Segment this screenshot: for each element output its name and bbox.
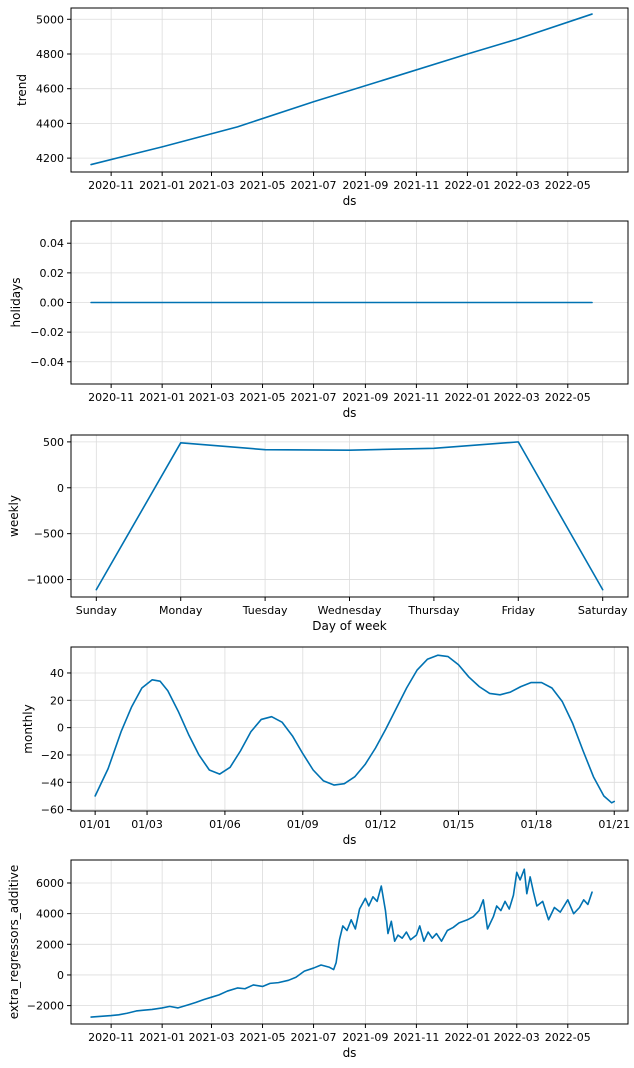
holidays-ytick-label: 0.02 bbox=[40, 267, 65, 280]
weekly-yaxis-title: weekly bbox=[7, 495, 21, 537]
weekly-xaxis-title: Day of week bbox=[312, 619, 386, 633]
monthly-ytick-label: −60 bbox=[41, 804, 64, 817]
trend-xtick-label: 2021-01 bbox=[139, 179, 185, 192]
trend-ytick-label: 4400 bbox=[36, 117, 64, 130]
holidays-xtick-label: 2022-03 bbox=[494, 391, 540, 404]
holidays-xtick-label: 2021-11 bbox=[393, 391, 439, 404]
weekly-ytick-label: −500 bbox=[34, 528, 64, 541]
holidays-ytick-label: −0.02 bbox=[30, 326, 64, 339]
holidays-ytick-label: −0.04 bbox=[30, 356, 64, 369]
monthly-xtick-label: 01/03 bbox=[131, 818, 163, 831]
weekly-xtick-label: Tuesday bbox=[242, 604, 288, 617]
panel-extra-regressors: 2020-11 2021-01 2021-03 2021-05 2021-07 2021-… bbox=[7, 859, 629, 1060]
monthly-xtick-label: 01/09 bbox=[287, 818, 319, 831]
extra-regressors-ytick-label: 6000 bbox=[36, 877, 64, 890]
weekly-xtick-label: Friday bbox=[502, 604, 536, 617]
trend-xtick-label: 2022-01 bbox=[444, 179, 490, 192]
weekly-xtick-label: Monday bbox=[159, 604, 203, 617]
trend-xtick-label: 2022-03 bbox=[494, 179, 540, 192]
extra-regressors-ytick-label: −2000 bbox=[27, 1000, 64, 1013]
trend-xaxis-title: ds bbox=[343, 194, 357, 208]
holidays-xtick-label: 2021-07 bbox=[291, 391, 337, 404]
trend-series-line bbox=[90, 13, 593, 166]
monthly-xtick-label: 01/21 bbox=[598, 818, 630, 831]
extra-regressors-ytick-label: 4000 bbox=[36, 908, 64, 921]
extra-regressors-ytick-label: 2000 bbox=[36, 938, 64, 951]
trend-xtick-label: 2020-11 bbox=[88, 179, 134, 192]
panel-trend: 2020-11 2021-01 2021-03 2021-05 2021-07 2021-… bbox=[15, 7, 629, 208]
trend-yaxis-title: trend bbox=[15, 74, 29, 106]
panel-weekly: Sunday Monday Tuesday Wednesday Thursday Frid… bbox=[7, 434, 629, 633]
holidays-yaxis-title: holidays bbox=[9, 278, 23, 328]
holidays-xtick-label: 2022-01 bbox=[444, 391, 490, 404]
monthly-ytick-label: 40 bbox=[50, 667, 64, 680]
weekly-ytick-label: −1000 bbox=[27, 574, 64, 587]
weekly-xtick-label: Thursday bbox=[407, 604, 460, 617]
panel-monthly: 01/01 01/03 01/06 01/09 01/12 01/15 01/18 01/21… bbox=[21, 646, 630, 847]
extra-regressors-yaxis-title: extra_regressors_additive bbox=[7, 865, 21, 1019]
holidays-xtick-label: 2021-03 bbox=[189, 391, 235, 404]
extra-regressors-xtick-label: 2022-05 bbox=[545, 1031, 591, 1044]
holidays-xtick-label: 2020-11 bbox=[88, 391, 134, 404]
extra-regressors-xtick-label: 2022-03 bbox=[494, 1031, 540, 1044]
trend-axes-frame bbox=[70, 7, 629, 173]
holidays-xtick-label: 2021-05 bbox=[240, 391, 286, 404]
monthly-xtick-label: 01/01 bbox=[79, 818, 111, 831]
trend-ytick-label: 4600 bbox=[36, 83, 64, 96]
trend-ytick-label: 5000 bbox=[36, 13, 64, 26]
monthly-ytick-label: −40 bbox=[41, 776, 64, 789]
extra-regressors-xtick-label: 2021-03 bbox=[189, 1031, 235, 1044]
trend-ytick-label: 4200 bbox=[36, 152, 64, 165]
trend-xtick-label: 2021-05 bbox=[240, 179, 286, 192]
holidays-xtick-label: 2021-01 bbox=[139, 391, 185, 404]
extra-regressors-xtick-label: 2021-01 bbox=[139, 1031, 185, 1044]
weekly-xtick-label: Saturday bbox=[578, 604, 628, 617]
monthly-yaxis-title: monthly bbox=[21, 704, 35, 753]
monthly-xaxis-title: ds bbox=[343, 833, 357, 847]
monthly-xtick-label: 01/15 bbox=[443, 818, 475, 831]
holidays-xtick-label: 2021-09 bbox=[342, 391, 388, 404]
extra-regressors-axes-frame bbox=[70, 859, 629, 1025]
extra-regressors-xtick-label: 2021-09 bbox=[342, 1031, 388, 1044]
monthly-ytick-label: 0 bbox=[57, 722, 64, 735]
extra-regressors-xtick-label: 2020-11 bbox=[88, 1031, 134, 1044]
trend-ytick-label: 4800 bbox=[36, 48, 64, 61]
weekly-ytick-label: 0 bbox=[57, 482, 64, 495]
extra-regressors-xtick-label: 2022-01 bbox=[444, 1031, 490, 1044]
holidays-xtick-label: 2022-05 bbox=[545, 391, 591, 404]
panel-holidays: 2020-11 2021-01 2021-03 2021-05 2021-07 2021-… bbox=[9, 220, 629, 420]
monthly-axes-frame bbox=[70, 646, 629, 812]
extra-regressors-xtick-label: 2021-11 bbox=[393, 1031, 439, 1044]
trend-xtick-label: 2021-07 bbox=[291, 179, 337, 192]
extra-regressors-xtick-label: 2021-05 bbox=[240, 1031, 286, 1044]
weekly-xtick-label: Sunday bbox=[76, 604, 118, 617]
monthly-ytick-label: 20 bbox=[50, 694, 64, 707]
weekly-ytick-label: 500 bbox=[43, 436, 64, 449]
monthly-ytick-label: −20 bbox=[41, 749, 64, 762]
monthly-series-line bbox=[94, 654, 616, 804]
holidays-xaxis-title: ds bbox=[343, 406, 357, 420]
trend-xtick-label: 2021-03 bbox=[189, 179, 235, 192]
extra-regressors-xaxis-title: ds bbox=[343, 1046, 357, 1060]
trend-xtick-label: 2021-09 bbox=[342, 179, 388, 192]
holidays-ytick-label: 0.04 bbox=[40, 237, 65, 250]
monthly-xtick-label: 01/18 bbox=[521, 818, 553, 831]
trend-xtick-label: 2021-11 bbox=[393, 179, 439, 192]
extra-regressors-ytick-label: 0 bbox=[57, 969, 64, 982]
trend-xtick-label: 2022-05 bbox=[545, 179, 591, 192]
extra-regressors-series-line bbox=[90, 868, 593, 1018]
holidays-ytick-label: 0.00 bbox=[40, 297, 65, 310]
monthly-xtick-label: 01/12 bbox=[365, 818, 397, 831]
weekly-series-line bbox=[95, 441, 604, 591]
extra-regressors-xtick-label: 2021-07 bbox=[291, 1031, 337, 1044]
monthly-xtick-label: 01/06 bbox=[209, 818, 241, 831]
weekly-xtick-label: Wednesday bbox=[318, 604, 382, 617]
